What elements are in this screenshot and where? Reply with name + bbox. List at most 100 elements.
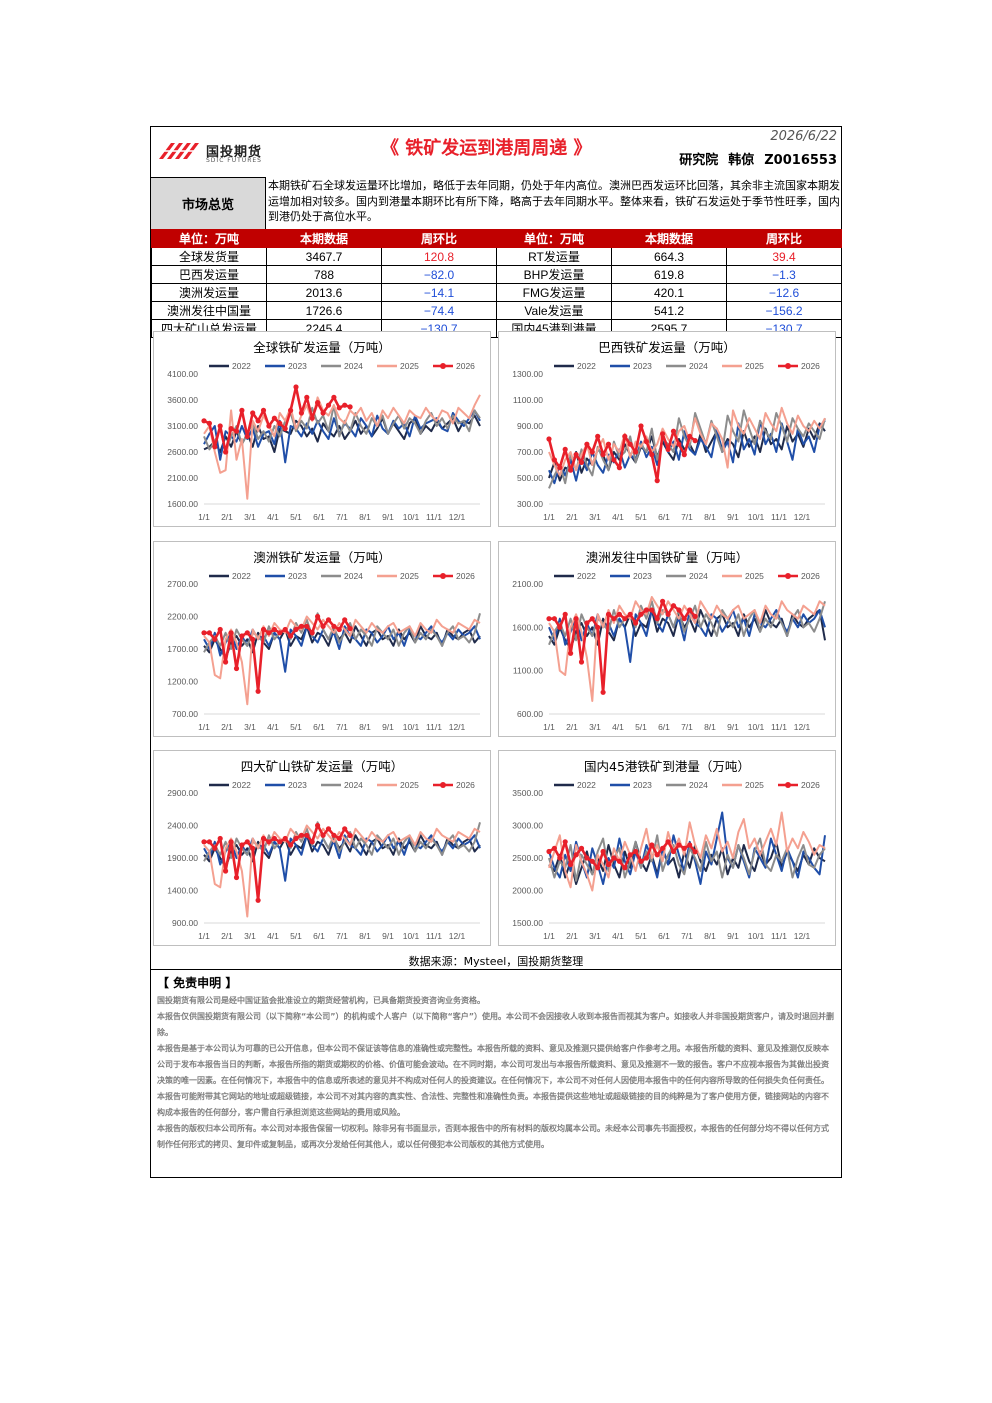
data-point-2026 xyxy=(239,407,245,413)
data-point-2026 xyxy=(304,832,310,838)
chart-australia-shipments: 澳洲铁矿发运量（万吨） 2022 2023 2024 2025 2026 700.00 120… xyxy=(153,541,491,737)
data-point-2026 xyxy=(600,452,606,458)
data-point-2026 xyxy=(638,858,644,864)
series-line-2026 xyxy=(549,599,697,694)
table-cell: −12.6 xyxy=(726,283,842,302)
data-point-2026 xyxy=(573,452,579,458)
data-point-2026 xyxy=(223,659,229,665)
data-point-2026 xyxy=(277,420,283,426)
x-tick-label: 2/1 xyxy=(566,722,578,732)
report-date: 2026/6/22 xyxy=(770,129,837,144)
x-tick-label: 8/1 xyxy=(359,512,371,522)
y-tick-label: 900.00 xyxy=(517,421,543,431)
y-tick-label: 2500.00 xyxy=(512,853,543,863)
data-point-2026 xyxy=(320,832,326,838)
x-tick-label: 9/1 xyxy=(382,931,394,941)
x-tick-label: 12/1 xyxy=(794,931,811,941)
data-point-2026 xyxy=(342,402,348,408)
legend-label: 2026 xyxy=(456,571,475,581)
data-point-2026 xyxy=(665,839,671,845)
data-point-2026 xyxy=(239,842,245,848)
legend-label: 2022 xyxy=(232,571,251,581)
x-tick-label: 2/1 xyxy=(221,722,233,732)
x-tick-label: 8/1 xyxy=(359,931,371,941)
data-point-2026 xyxy=(315,400,321,406)
data-point-2026 xyxy=(660,431,666,437)
chart-global-shipments: 全球铁矿发运量（万吨） 2022 2023 2024 2025 2026 1600.00 21… xyxy=(153,331,491,527)
data-point-2026 xyxy=(331,832,337,838)
data-point-2026 xyxy=(595,624,601,630)
data-point-2026 xyxy=(638,611,644,617)
data-point-2026 xyxy=(266,630,272,636)
series-line-2025 xyxy=(203,394,481,500)
series-line-2026 xyxy=(203,385,351,454)
x-tick-label: 8/1 xyxy=(704,722,716,732)
y-tick-label: 1400.00 xyxy=(167,886,198,896)
x-tick-label: 3/1 xyxy=(244,512,256,522)
data-point-2026 xyxy=(616,465,622,471)
data-point-2026 xyxy=(244,839,250,845)
series-line-2026 xyxy=(204,824,352,902)
logo-mark-icon xyxy=(157,143,201,159)
x-tick-label: 12/1 xyxy=(794,722,811,732)
y-tick-label: 700.00 xyxy=(172,709,198,719)
x-tick-label: 12/1 xyxy=(449,512,466,522)
y-tick-label: 500.00 xyxy=(517,473,543,483)
x-tick-label: 3/1 xyxy=(589,512,601,522)
disclaimer: 【 免责申明 】 国投期货有限公司是经中国证监会批准设立的期货经营机构，已具备期… xyxy=(151,969,841,1153)
data-point-2026 xyxy=(315,613,321,620)
x-tick-label: 7/1 xyxy=(336,722,348,732)
data-point-2026 xyxy=(206,420,212,426)
data-point-2026 xyxy=(347,626,353,632)
legend-label: 2022 xyxy=(232,361,251,371)
table-cell: 788 xyxy=(266,265,382,284)
y-tick-label: 2400.00 xyxy=(167,821,198,831)
x-tick-label: 9/1 xyxy=(382,722,394,732)
data-point-2026 xyxy=(320,623,326,629)
series-line-2026 xyxy=(204,615,352,693)
table-cell: RT发运量 xyxy=(496,247,612,266)
data-point-2026 xyxy=(676,842,682,848)
x-tick-label: 2/1 xyxy=(566,931,578,941)
legend-label: 2026 xyxy=(801,780,820,790)
table-cell: BHP发运量 xyxy=(496,265,612,284)
data-point-2026 xyxy=(687,607,693,613)
data-point-2026 xyxy=(260,835,267,842)
x-tick-label: 7/1 xyxy=(681,512,693,522)
data-point-2026 xyxy=(562,611,568,617)
data-point-2026 xyxy=(665,611,671,617)
x-tick-label: 11/1 xyxy=(426,722,442,732)
line-chart: 澳洲铁矿发运量（万吨）2022 2023 2024 2025 2026 700.00 120… xyxy=(167,550,481,732)
data-point-2026 xyxy=(687,842,693,848)
data-point-2026 xyxy=(298,410,304,416)
series-line-2025 xyxy=(548,596,826,702)
data-point-2026 xyxy=(288,633,294,639)
data-point-2026 xyxy=(670,603,677,609)
data-point-2026 xyxy=(654,852,660,858)
data-point-2026 xyxy=(654,616,660,622)
data-point-2026 xyxy=(342,617,348,623)
disclaimer-paragraph: 本报告可能附带其它网站的地址或超级链接，本公司不对其内容的真实性、合法性、完整性… xyxy=(157,1092,829,1117)
table-cell: 澳洲发运量 xyxy=(151,283,267,302)
legend-label: 2022 xyxy=(577,780,596,790)
x-tick-label: 1/1 xyxy=(543,931,555,941)
y-tick-label: 1600.00 xyxy=(167,499,198,509)
disclaimer-paragraph: 本报告是基于本公司认为可靠的已公开信息，但本公司不保证该等信息的准确性或完整性。… xyxy=(157,1044,829,1085)
legend-label: 2026 xyxy=(801,571,820,581)
data-point-2026 xyxy=(643,855,649,861)
data-point-2026 xyxy=(201,418,207,424)
data-point-2026 xyxy=(676,607,682,613)
y-tick-label: 3500.00 xyxy=(512,788,543,798)
y-tick-label: 3600.00 xyxy=(167,395,198,405)
x-tick-label: 7/1 xyxy=(681,931,693,941)
x-tick-label: 4/1 xyxy=(267,512,279,522)
y-tick-label: 3100.00 xyxy=(167,421,198,431)
data-point-2026 xyxy=(288,842,294,848)
data-point-2026 xyxy=(331,623,337,629)
x-tick-label: 5/1 xyxy=(290,512,302,522)
chart-title: 四大矿山铁矿发运量（万吨） xyxy=(241,759,404,774)
data-point-2026 xyxy=(336,835,342,842)
data-point-2026 xyxy=(288,407,294,413)
table-row: 巴西发运量 788 −82.0 BHP发运量 619.8 −1.3 xyxy=(151,265,842,284)
data-point-2026 xyxy=(325,617,332,623)
